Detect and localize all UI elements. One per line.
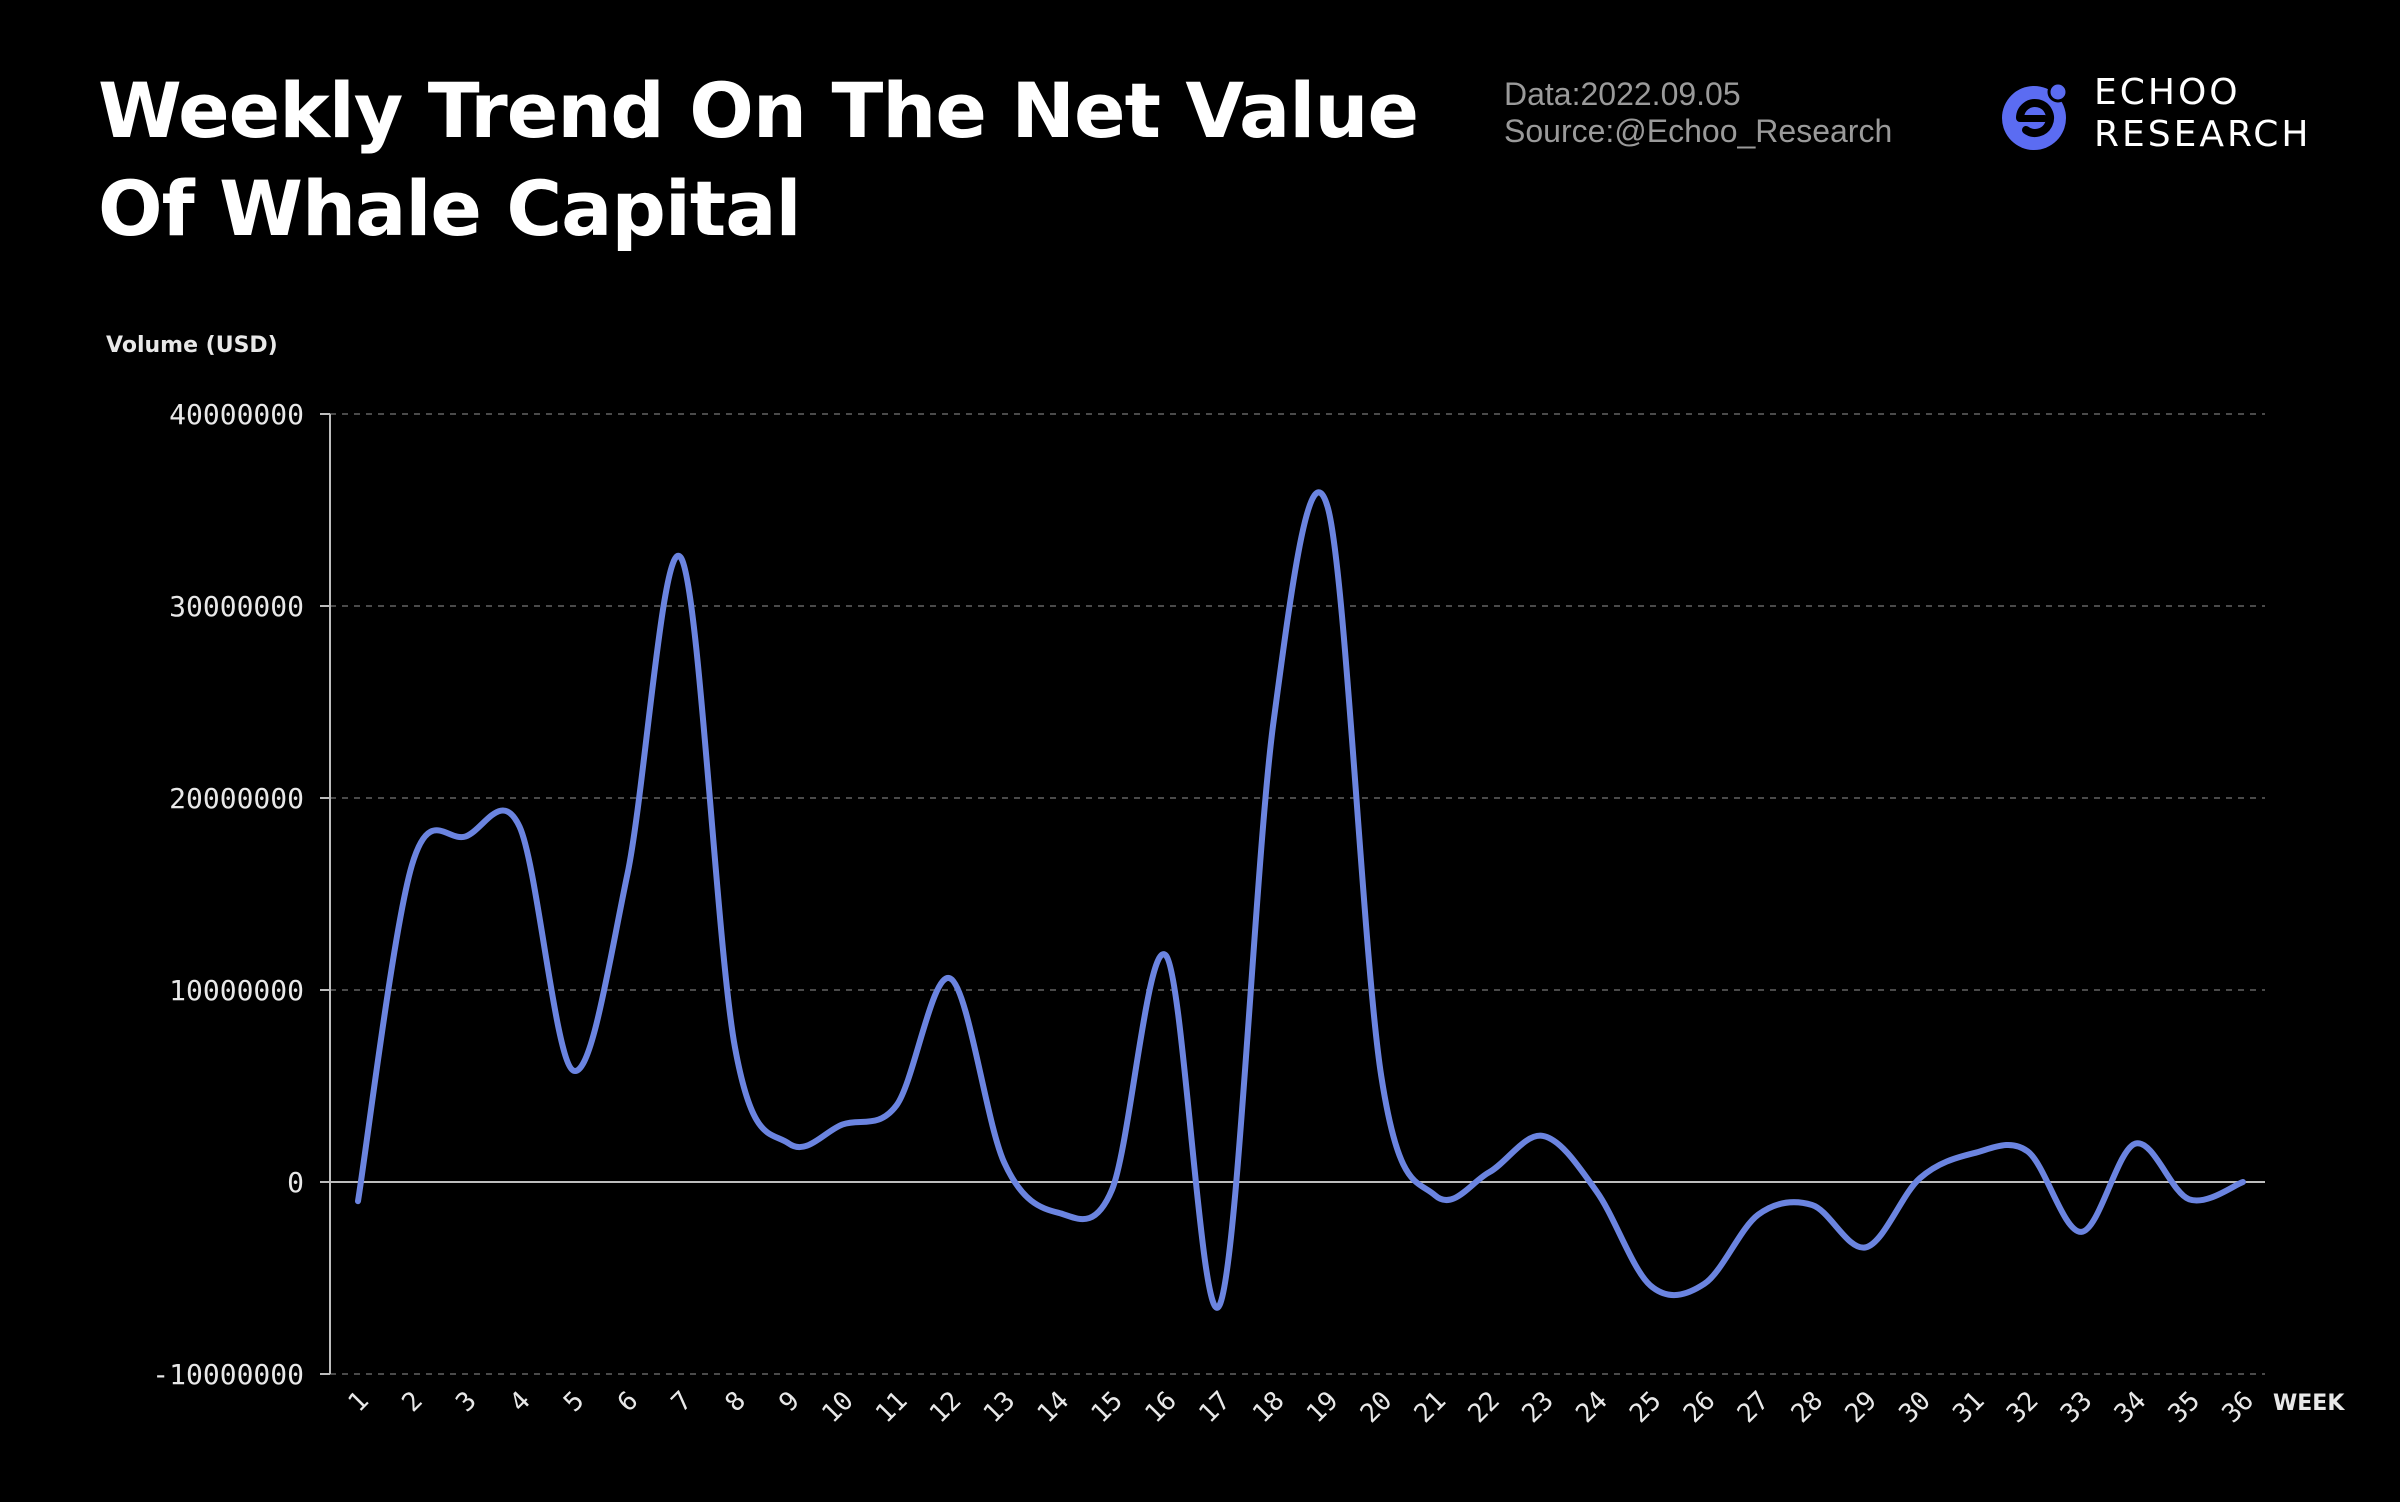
x-tick-label: 28: [1786, 1386, 1829, 1429]
x-tick-label: 20: [1355, 1386, 1398, 1429]
x-tick-label: 1: [343, 1386, 375, 1418]
x-tick-label: 27: [1732, 1386, 1775, 1429]
x-tick-label: 25: [1624, 1386, 1667, 1429]
x-tick-label: 29: [1840, 1386, 1883, 1429]
logo-wordmark: ECHOO RESEARCH: [2094, 72, 2311, 156]
x-tick-label: 30: [1893, 1386, 1936, 1429]
x-tick-label: 12: [924, 1386, 967, 1429]
page-title: Weekly Trend On The Net Value Of Whale C…: [98, 66, 1419, 253]
x-tick-label: 26: [1678, 1386, 1721, 1429]
logo-line-2: RESEARCH: [2094, 114, 2312, 155]
x-tick-label: 16: [1139, 1386, 1182, 1429]
source-meta: Data:2022.09.05 Source:@Echoo_Research: [1504, 76, 1892, 150]
echoo-e-logo-icon: [2002, 81, 2069, 150]
net-value-series-line: [355, 489, 2246, 1311]
x-tick-label: 36: [2217, 1386, 2260, 1429]
x-tick-label: 15: [1086, 1386, 1129, 1429]
x-tick-label: 34: [2109, 1386, 2152, 1429]
x-tick-label: 32: [2001, 1386, 2044, 1429]
y-axis-label: Volume (USD): [106, 333, 278, 358]
net-value-line-chart: 40000000 30000000 20000000 10000000 0 -100000…: [106, 333, 2345, 1429]
y-tick-label: 30000000: [169, 590, 304, 623]
x-tick-label: 2: [397, 1386, 429, 1418]
x-tick-label: 35: [2163, 1386, 2206, 1429]
x-tick-label: 22: [1463, 1386, 1506, 1429]
x-tick-label: 18: [1247, 1386, 1290, 1429]
y-tick-label: -10000000: [152, 1358, 304, 1391]
y-tick-label: 0: [287, 1166, 304, 1199]
x-tick-label: 14: [1032, 1386, 1075, 1429]
x-tick-label: 19: [1301, 1386, 1344, 1429]
logo-line-1: ECHOO: [2094, 72, 2241, 113]
x-tick-label: 8: [720, 1386, 752, 1418]
x-tick-label: 6: [612, 1386, 644, 1418]
echoo-logo: ECHOO RESEARCH: [2000, 72, 2320, 162]
x-tick-label: 17: [1193, 1386, 1236, 1429]
y-tick-label: 10000000: [169, 974, 304, 1007]
x-tick-label: 3: [450, 1386, 482, 1418]
x-tick-label: 24: [1570, 1386, 1613, 1429]
x-tick-label: 23: [1516, 1386, 1559, 1429]
x-tick-label: 13: [978, 1386, 1021, 1429]
x-tick-label: 33: [2055, 1386, 2098, 1429]
x-tick-label: 31: [1947, 1386, 1990, 1429]
x-tick-label: 4: [504, 1386, 536, 1418]
x-tick-label: 21: [1409, 1386, 1452, 1429]
x-tick-label: 11: [870, 1386, 913, 1429]
x-tick-label: 10: [816, 1386, 859, 1429]
x-tick-label: 9: [774, 1386, 806, 1418]
y-tick-label: 40000000: [169, 398, 304, 431]
source-line: Source:@Echoo_Research: [1504, 113, 1893, 149]
y-tick-label: 20000000: [169, 782, 304, 815]
x-axis-label: WEEK: [2273, 1391, 2345, 1416]
date-line: Data:2022.09.05: [1504, 76, 1741, 112]
x-tick-label: 7: [666, 1386, 698, 1418]
x-tick-label: 5: [558, 1386, 590, 1418]
